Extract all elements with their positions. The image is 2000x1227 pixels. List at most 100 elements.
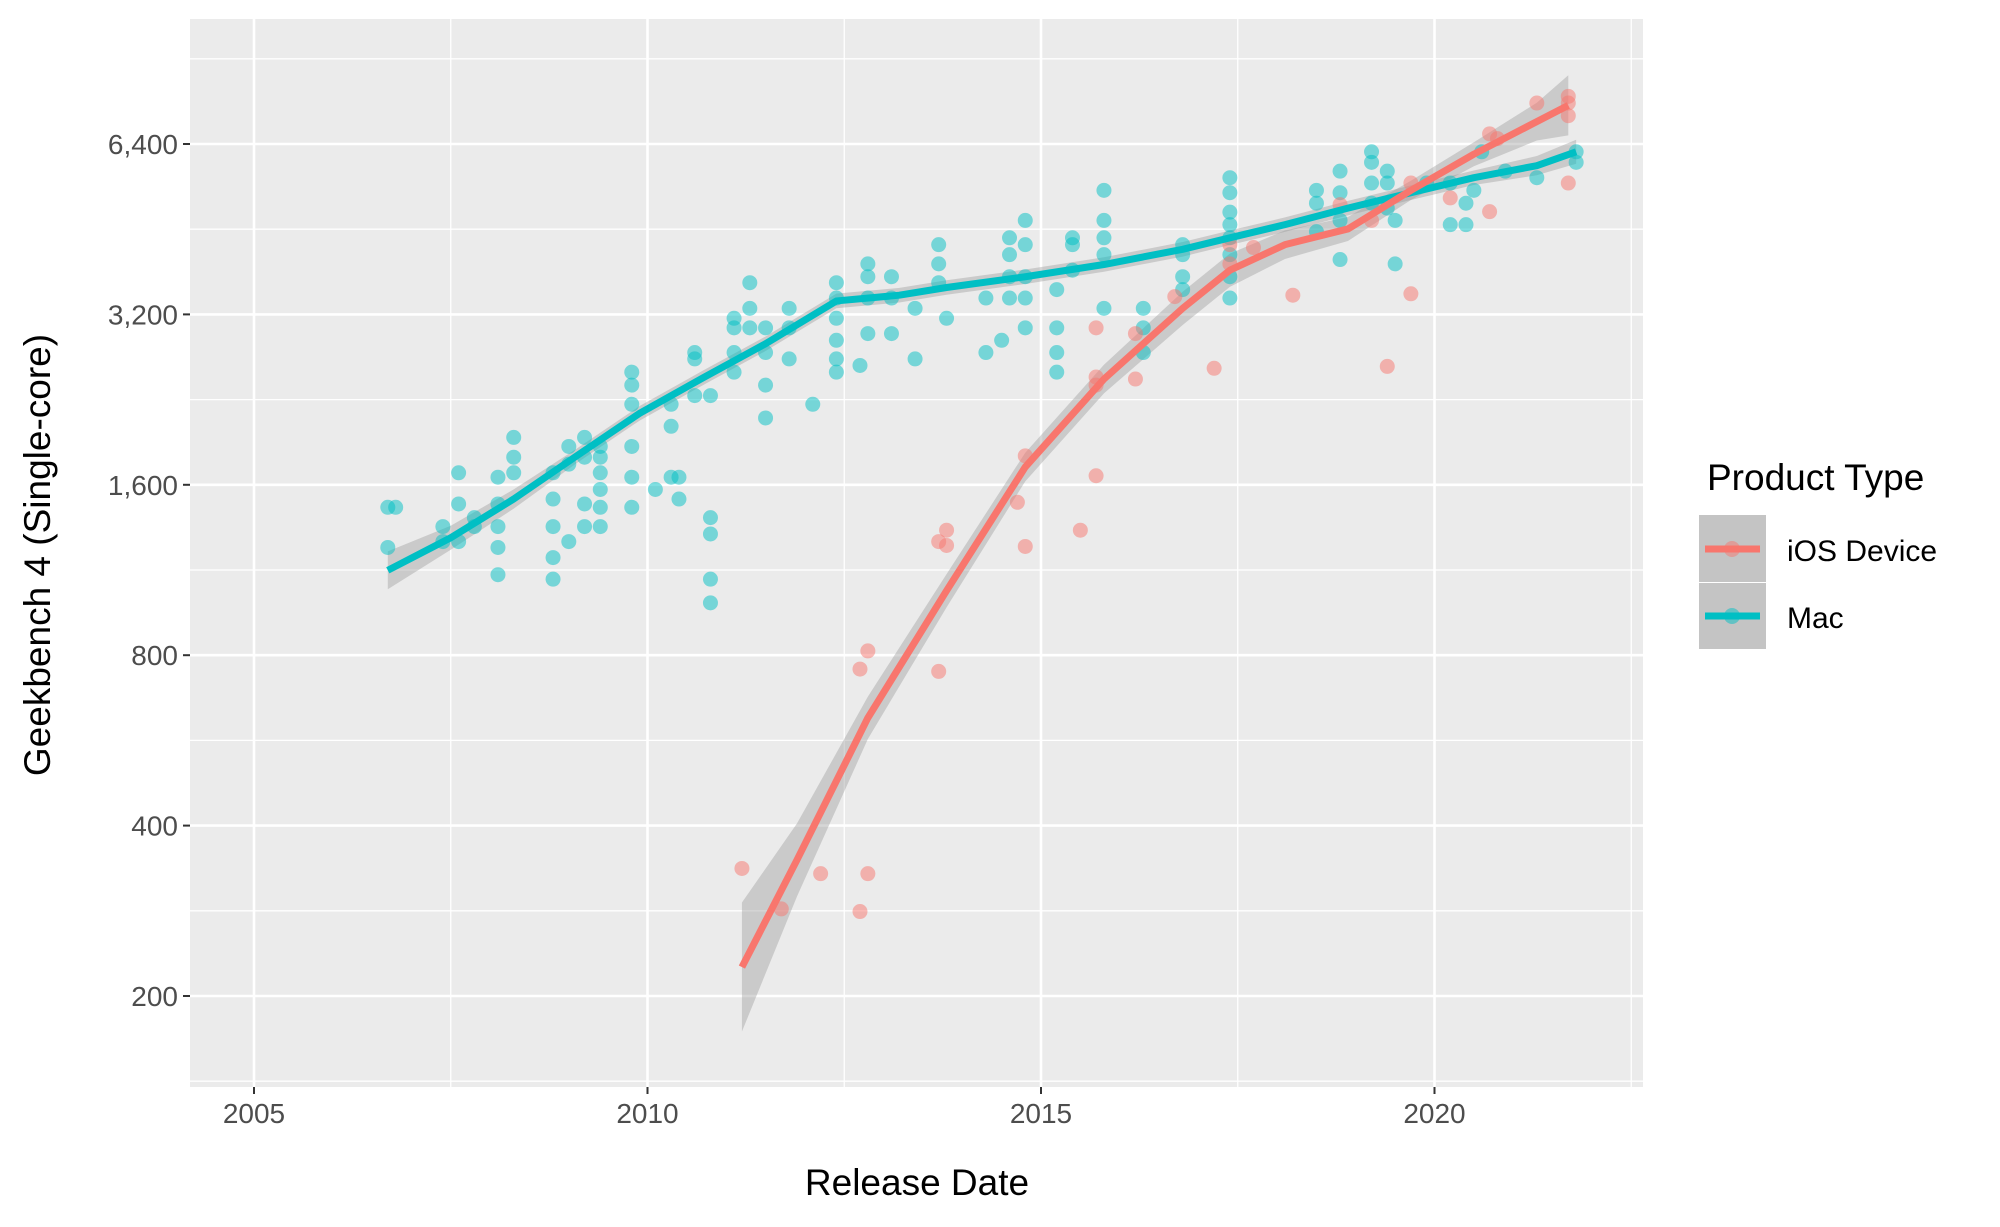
point-ios-device xyxy=(852,904,868,920)
point-mac xyxy=(781,300,797,316)
point-mac xyxy=(702,388,718,404)
point-ios-device xyxy=(1482,204,1498,220)
point-mac xyxy=(577,519,593,535)
x-tick-label: 2005 xyxy=(223,1098,285,1129)
point-mac xyxy=(577,429,593,445)
x-tick-label: 2020 xyxy=(1403,1098,1465,1129)
point-mac xyxy=(1308,182,1324,198)
point-mac xyxy=(545,550,561,566)
point-mac xyxy=(860,326,876,342)
point-mac xyxy=(687,388,703,404)
point-mac xyxy=(978,345,994,361)
x-axis-title: Release Date xyxy=(805,1162,1029,1203)
point-mac xyxy=(592,519,608,535)
point-mac xyxy=(624,469,640,485)
point-mac xyxy=(1332,252,1348,268)
point-ios-device xyxy=(1245,240,1261,256)
point-mac xyxy=(758,377,774,393)
point-mac xyxy=(1017,290,1033,306)
point-mac xyxy=(624,499,640,515)
y-tick-label: 1,600 xyxy=(108,470,178,501)
point-ios-device xyxy=(1560,108,1576,124)
point-ios-device xyxy=(1088,468,1104,484)
point-mac xyxy=(1222,217,1238,233)
point-mac xyxy=(1135,300,1151,316)
point-mac xyxy=(805,396,821,412)
point-mac xyxy=(742,275,758,291)
point-mac xyxy=(435,519,451,535)
point-mac xyxy=(726,364,742,380)
grid-minor xyxy=(190,19,1643,1087)
point-mac xyxy=(1442,217,1458,233)
point-ios-device xyxy=(931,663,947,679)
point-mac xyxy=(931,237,947,253)
point-mac xyxy=(1049,320,1065,336)
point-mac xyxy=(1458,195,1474,211)
point-mac xyxy=(883,269,899,285)
point-mac xyxy=(490,539,506,555)
point-mac xyxy=(1332,185,1348,201)
point-ios-device xyxy=(1379,358,1395,374)
point-mac xyxy=(994,332,1010,348)
point-ios-device xyxy=(1560,175,1576,191)
point-mac xyxy=(1017,320,1033,336)
point-mac xyxy=(561,534,577,550)
smooth-line-ios-device xyxy=(738,102,1570,969)
point-mac xyxy=(1096,212,1112,228)
point-mac xyxy=(742,320,758,336)
point-mac xyxy=(860,256,876,272)
point-mac xyxy=(860,269,876,285)
point-mac xyxy=(545,491,561,507)
point-mac xyxy=(624,438,640,454)
point-mac xyxy=(726,320,742,336)
point-mac xyxy=(490,469,506,485)
y-tick-label: 400 xyxy=(131,811,178,842)
legend-entry-mac: Mac xyxy=(1699,583,1844,649)
point-mac xyxy=(828,310,844,326)
point-mac xyxy=(687,351,703,367)
point-mac xyxy=(828,332,844,348)
point-mac xyxy=(506,449,522,465)
point-mac xyxy=(490,519,506,535)
point-ios-device xyxy=(734,860,750,876)
point-mac xyxy=(1049,345,1065,361)
point-mac xyxy=(1002,247,1018,263)
point-ios-device xyxy=(1403,286,1419,302)
point-mac xyxy=(1096,230,1112,246)
point-mac xyxy=(939,310,955,326)
point-ios-device xyxy=(1017,538,1033,554)
point-mac xyxy=(1222,204,1238,220)
point-mac xyxy=(1222,170,1238,186)
x-tick-label: 2010 xyxy=(616,1098,678,1129)
point-mac xyxy=(702,526,718,542)
y-tick-label: 6,400 xyxy=(108,129,178,160)
point-mac xyxy=(380,539,396,555)
point-mac xyxy=(702,571,718,587)
legend-label-mac: Mac xyxy=(1787,602,1844,635)
point-ios-device xyxy=(1009,494,1025,510)
point-mac xyxy=(490,567,506,583)
point-mac xyxy=(1222,185,1238,201)
point-ios-device xyxy=(1167,289,1183,305)
point-mac xyxy=(545,519,561,535)
x-tick-label: 2015 xyxy=(1010,1098,1072,1129)
point-mac xyxy=(647,481,663,497)
point-mac xyxy=(702,510,718,526)
point-mac xyxy=(1458,217,1474,233)
point-mac xyxy=(758,410,774,426)
point-ios-device xyxy=(1442,190,1458,206)
y-tick-label: 200 xyxy=(131,981,178,1012)
point-ios-device xyxy=(813,866,829,882)
legend-label-ios: iOS Device xyxy=(1787,535,1937,568)
point-mac xyxy=(1096,247,1112,263)
point-mac xyxy=(1364,144,1380,160)
point-mac xyxy=(1379,175,1395,191)
point-mac xyxy=(828,351,844,367)
point-mac xyxy=(1175,269,1191,285)
point-mac xyxy=(1002,290,1018,306)
point-mac xyxy=(388,499,404,515)
point-mac xyxy=(624,396,640,412)
point-mac xyxy=(828,275,844,291)
point-mac xyxy=(1466,182,1482,198)
